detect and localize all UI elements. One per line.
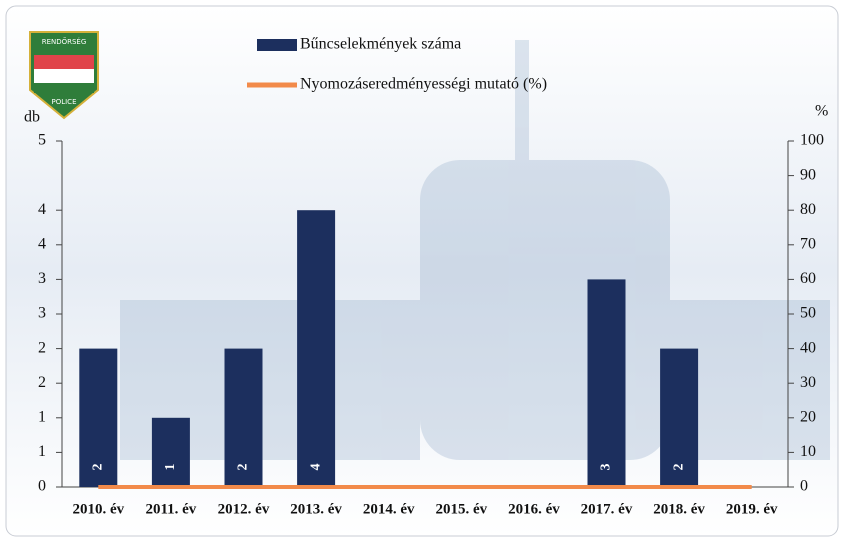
y2-tick-label: 40	[800, 339, 816, 356]
y-tick-label: 3	[38, 270, 46, 287]
bar	[151, 417, 190, 487]
y-tick-label: 0	[38, 478, 46, 495]
y-axis-label: db	[24, 109, 40, 126]
bar	[224, 348, 263, 487]
bar-value-label: 1	[163, 464, 178, 471]
x-tick-label: 2011. év	[145, 501, 196, 517]
y2-tick-label: 100	[800, 132, 824, 149]
y-tick-label: 4	[38, 235, 46, 252]
bar	[660, 348, 699, 487]
y2-tick-label: 20	[800, 408, 816, 425]
x-tick-label: 2016. év	[508, 501, 560, 517]
logo: RENDŐRSÉG POLICE	[29, 31, 99, 120]
y-tick-label: 1	[38, 408, 46, 425]
y2-tick-label: 80	[800, 201, 816, 218]
x-tick-label: 2014. év	[363, 501, 415, 517]
y-tick-label: 2	[38, 374, 46, 391]
legend-swatch	[257, 39, 297, 51]
bar-value-label: 2	[671, 464, 686, 471]
bar	[587, 279, 626, 487]
y-tick-label: 1	[38, 443, 46, 460]
y-tick-label: 2	[38, 339, 46, 356]
frame	[5, 5, 839, 537]
x-tick-label: 2019. év	[726, 501, 778, 517]
y2-tick-label: 10	[800, 443, 816, 460]
y2-tick-label: 50	[800, 305, 816, 322]
bar-value-label: 2	[91, 464, 106, 471]
x-tick-label: 2017. év	[581, 501, 633, 517]
bar-value-label: 4	[308, 464, 323, 471]
logo-top: RENDŐRSÉG	[42, 37, 87, 46]
x-tick-label: 2013. év	[290, 501, 342, 517]
y-tick-label: 4	[38, 201, 46, 218]
x-tick-label: 2015. év	[435, 501, 487, 517]
y2-tick-label: 30	[800, 374, 816, 391]
logo-bottom: POLICE	[51, 98, 76, 106]
y2-tick-label: 60	[800, 270, 816, 287]
bar	[79, 348, 118, 487]
y2-tick-label: 70	[800, 235, 816, 252]
legend-label: Bűncselekmények száma	[300, 36, 461, 53]
x-tick-label: 2012. év	[218, 501, 270, 517]
legend-label: Nyomozáseredményességi mutató (%)	[300, 76, 547, 93]
x-tick-label: 2018. év	[653, 501, 705, 517]
bar-value-label: 2	[236, 464, 251, 471]
y-tick-label: 5	[38, 132, 46, 149]
y-tick-label: 3	[38, 305, 46, 322]
y2-tick-label: 0	[800, 478, 808, 495]
x-tick-label: 2010. év	[72, 501, 124, 517]
y2-tick-label: 90	[800, 166, 816, 183]
bar-value-label: 3	[599, 464, 614, 471]
y2-axis-label: %	[815, 103, 828, 120]
bar	[297, 210, 336, 487]
